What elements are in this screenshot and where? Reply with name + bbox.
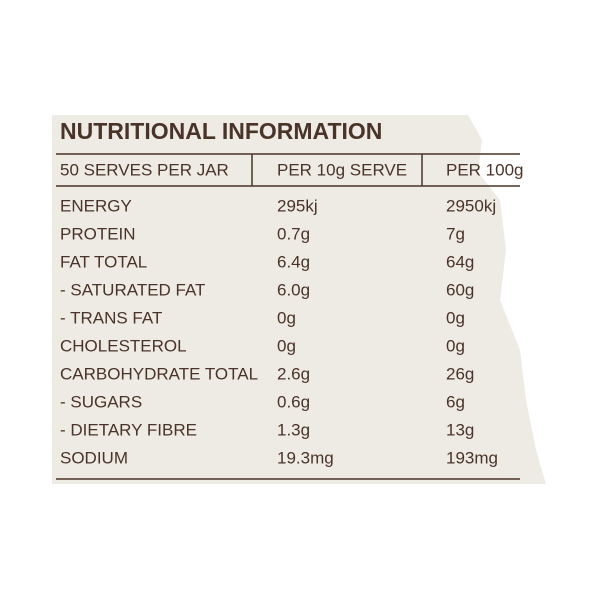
row-value: 2.6g [277,364,310,383]
row-label: - DIETARY FIBRE [60,420,197,439]
row-label: PROTEIN [60,224,136,243]
row-value: 193mg [446,448,498,467]
row-value: 6.4g [277,252,310,271]
header-cell: PER 100g [446,160,524,179]
row-value: 6g [446,392,465,411]
row-label: CHOLESTEROL [60,336,187,355]
table: 50 SERVES PER JAR PER 10g SERVE PER 100g EN… [60,160,524,467]
row-value: 6.0g [277,280,310,299]
header-cell: 50 SERVES PER JAR [60,160,229,179]
row-label: FAT TOTAL [60,252,147,271]
title: NUTRITIONAL INFORMATION [60,118,382,144]
row-value: 13g [446,420,474,439]
row-value: 64g [446,252,474,271]
row-value: 1.3g [277,420,310,439]
row-label: CARBOHYDRATE TOTAL [60,364,258,383]
row-label: - SUGARS [60,392,142,411]
row-value: 19.3mg [277,448,334,467]
row-value: 0g [446,308,465,327]
row-value: 26g [446,364,474,383]
row-label: - SATURATED FAT [60,280,205,299]
row-value: 0.6g [277,392,310,411]
row-label: - TRANS FAT [60,308,162,327]
row-value: 0g [277,308,296,327]
row-value: 295kj [277,196,318,215]
row-value: 7g [446,224,465,243]
header-cell: PER 10g SERVE [277,160,407,179]
row-value: 2950kj [446,196,496,215]
row-label: ENERGY [60,196,132,215]
row-label: SODIUM [60,448,128,467]
row-value: 0g [446,336,465,355]
row-value: 60g [446,280,474,299]
panel [52,115,546,484]
row-value: 0g [277,336,296,355]
row-value: 0.7g [277,224,310,243]
